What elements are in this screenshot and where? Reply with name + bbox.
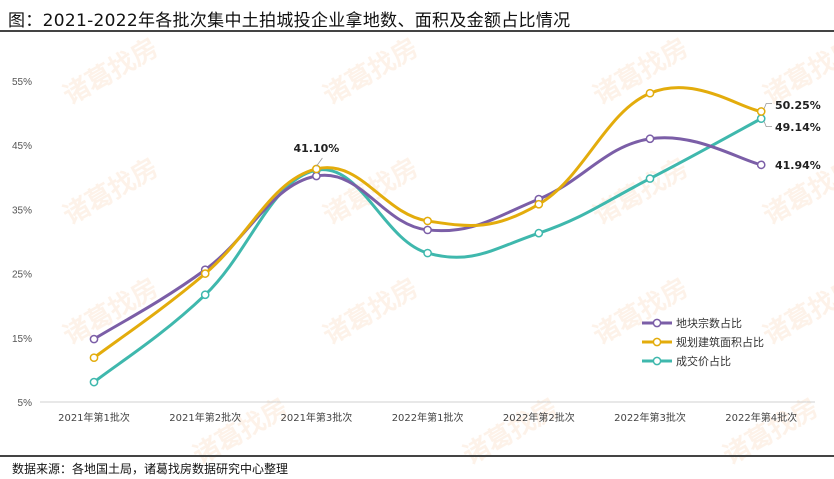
x-axis-tick: 2022年第2批次 — [503, 411, 575, 424]
data-point-marker — [312, 164, 321, 174]
data-point-marker — [89, 377, 99, 387]
y-axis-tick: 5% — [18, 398, 33, 409]
legend-marker-icon — [652, 318, 662, 328]
y-axis-tick: 55% — [12, 77, 32, 88]
data-source-note: 数据来源：各地国土局，诸葛找房数据研究中心整理 — [12, 462, 289, 476]
x-axis-tick: 2021年第2批次 — [169, 411, 241, 424]
watermark-text: 诸葛找房 — [759, 273, 834, 351]
data-point-marker — [645, 88, 655, 98]
label-leader-line — [763, 121, 772, 128]
x-axis-tick: 2021年第1批次 — [58, 411, 130, 424]
data-point-marker — [534, 228, 544, 238]
y-axis-tick: 35% — [12, 205, 32, 216]
series-1 — [89, 86, 766, 363]
y-axis-tick: 15% — [12, 334, 32, 345]
data-labels: 41.10% 50.25% 49.14% 41.94% — [293, 99, 820, 172]
watermark-text: 诸葛找房 — [319, 273, 424, 351]
y-axis-tick: 45% — [12, 141, 32, 152]
data-label: 41.10% — [293, 142, 339, 155]
data-point-marker — [645, 174, 655, 183]
watermark-text: 诸葛找房 — [59, 273, 164, 351]
legend-label: 规划建筑面积占比 — [676, 335, 764, 349]
data-point-marker — [423, 248, 432, 258]
label-leader-line — [763, 103, 772, 109]
data-point-marker — [756, 107, 766, 116]
data-label: 41.94% — [775, 159, 821, 172]
legend-item[interactable]: 地块宗数占比 — [642, 316, 742, 330]
data-point-marker — [756, 160, 766, 170]
data-label: 49.14% — [775, 121, 821, 134]
data-point-marker — [312, 171, 321, 181]
label-leader-line — [316, 157, 323, 167]
x-axis-tick: 2021年第3批次 — [280, 411, 352, 424]
data-point-marker — [200, 290, 210, 300]
data-label: 50.25% — [775, 99, 821, 112]
data-point-marker — [534, 199, 544, 209]
data-point-marker — [645, 134, 655, 144]
legend-marker-icon — [652, 337, 662, 347]
data-point-marker — [756, 114, 766, 123]
data-point-marker — [89, 334, 99, 344]
watermark-text: 诸葛找房 — [319, 33, 424, 111]
legend-item[interactable]: 成交价占比 — [642, 354, 731, 368]
series-2 — [89, 114, 766, 387]
watermark-text: 诸葛找房 — [459, 393, 564, 471]
data-point-marker — [89, 353, 99, 363]
watermark-text: 诸葛找房 — [59, 153, 164, 231]
legend-label: 地块宗数占比 — [676, 316, 742, 330]
watermark-text: 诸葛找房 — [59, 33, 164, 111]
legend-label: 成交价占比 — [676, 354, 731, 368]
x-axis-tick: 2022年第1批次 — [392, 411, 464, 424]
chart-title: 图：2021-2022年各批次集中土拍城投企业拿地数、面积及金额占比情况 — [8, 11, 571, 31]
data-point-marker — [200, 269, 210, 278]
x-axis-tick: 2022年第3批次 — [614, 411, 686, 424]
data-point-marker — [423, 216, 432, 226]
x-axis-tick: 2022年第4批次 — [725, 411, 797, 424]
y-axis-tick: 25% — [12, 270, 32, 281]
legend-marker-icon — [652, 356, 662, 366]
bottom-divider — [0, 455, 834, 457]
top-divider — [0, 30, 834, 32]
watermark-text: 诸葛找房 — [319, 153, 424, 231]
watermark-text: 诸葛找房 — [719, 393, 824, 471]
legend-item[interactable]: 规划建筑面积占比 — [642, 335, 764, 349]
data-point-marker — [423, 225, 432, 235]
